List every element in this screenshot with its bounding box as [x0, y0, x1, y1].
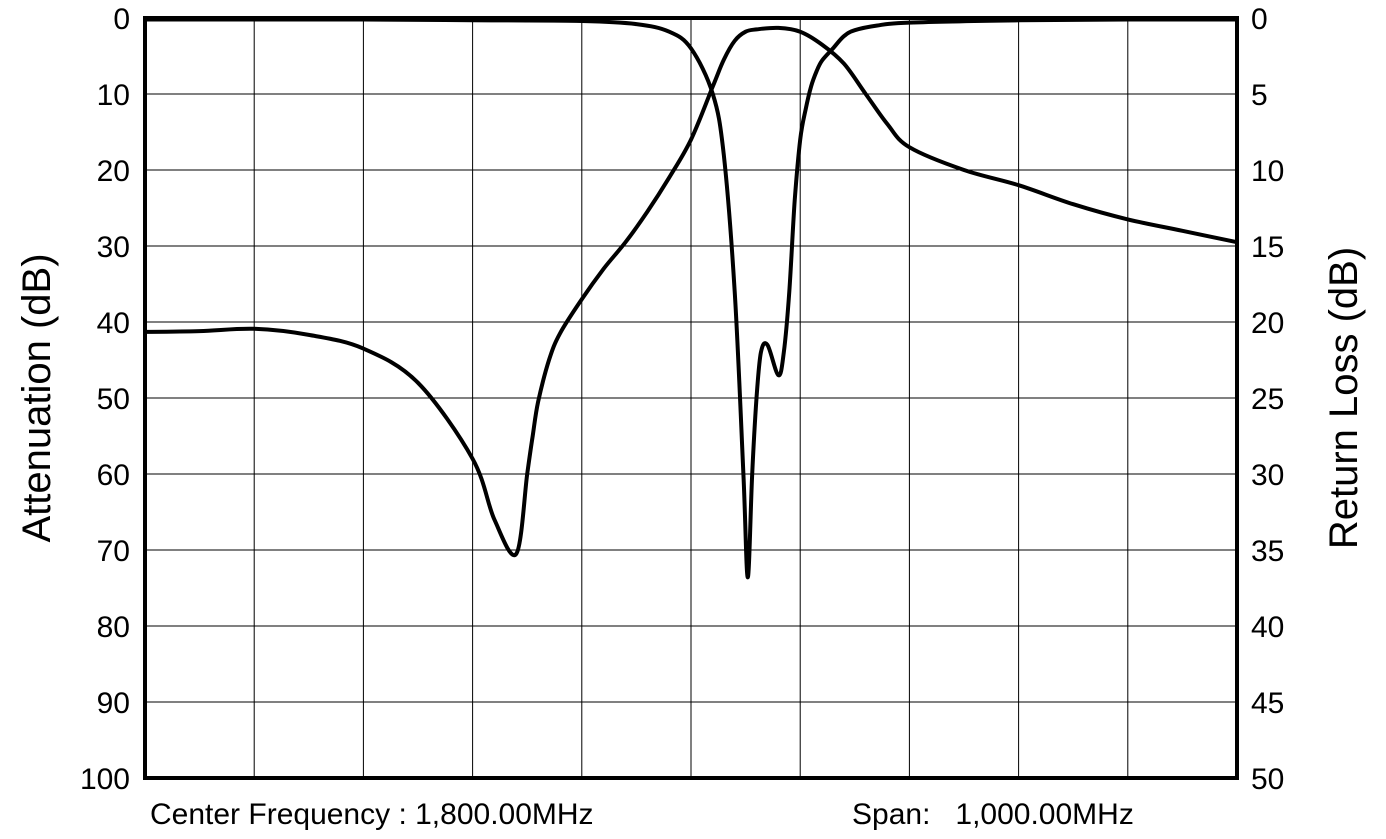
right-tick-label: 45 — [1251, 687, 1284, 720]
attenuation-curve — [143, 25, 1239, 558]
left-tick-label: 60 — [97, 459, 130, 492]
right-tick-label: 50 — [1251, 763, 1284, 796]
chart-grid — [145, 18, 1237, 778]
center-frequency-label: Center Frequency : 1,800.00MHz — [150, 798, 594, 831]
left-tick-label: 80 — [97, 611, 130, 644]
span-label: Span: 1,000.00MHz — [852, 798, 1134, 831]
return-loss-curve — [143, 17, 1239, 580]
left-axis-label: Attenuation (dB) — [15, 253, 59, 542]
right-tick-label: 35 — [1251, 535, 1284, 568]
right-tick-label: 15 — [1251, 231, 1284, 264]
left-axis-ticks: 0 10 20 30 40 50 60 70 80 90 100 — [80, 3, 130, 796]
left-tick-label: 70 — [97, 535, 130, 568]
right-axis-ticks: 0 5 10 15 20 25 30 35 40 45 50 — [1251, 3, 1284, 796]
left-tick-label: 20 — [97, 155, 130, 188]
right-tick-label: 10 — [1251, 155, 1284, 188]
left-tick-label: 40 — [97, 307, 130, 340]
plot-frame — [143, 16, 1239, 780]
right-tick-label: 25 — [1251, 383, 1284, 416]
right-tick-label: 0 — [1251, 3, 1268, 36]
right-tick-label: 40 — [1251, 611, 1284, 644]
right-tick-label: 20 — [1251, 307, 1284, 340]
right-tick-label: 5 — [1251, 79, 1268, 112]
left-tick-label: 10 — [97, 79, 130, 112]
left-tick-label: 50 — [97, 383, 130, 416]
left-tick-label: 100 — [80, 763, 130, 796]
left-tick-label: 90 — [97, 687, 130, 720]
left-tick-label: 0 — [113, 3, 130, 36]
right-axis-label: Return Loss (dB) — [1322, 247, 1366, 549]
left-tick-label: 30 — [97, 231, 130, 264]
chart-curves — [143, 17, 1239, 580]
right-tick-label: 30 — [1251, 459, 1284, 492]
